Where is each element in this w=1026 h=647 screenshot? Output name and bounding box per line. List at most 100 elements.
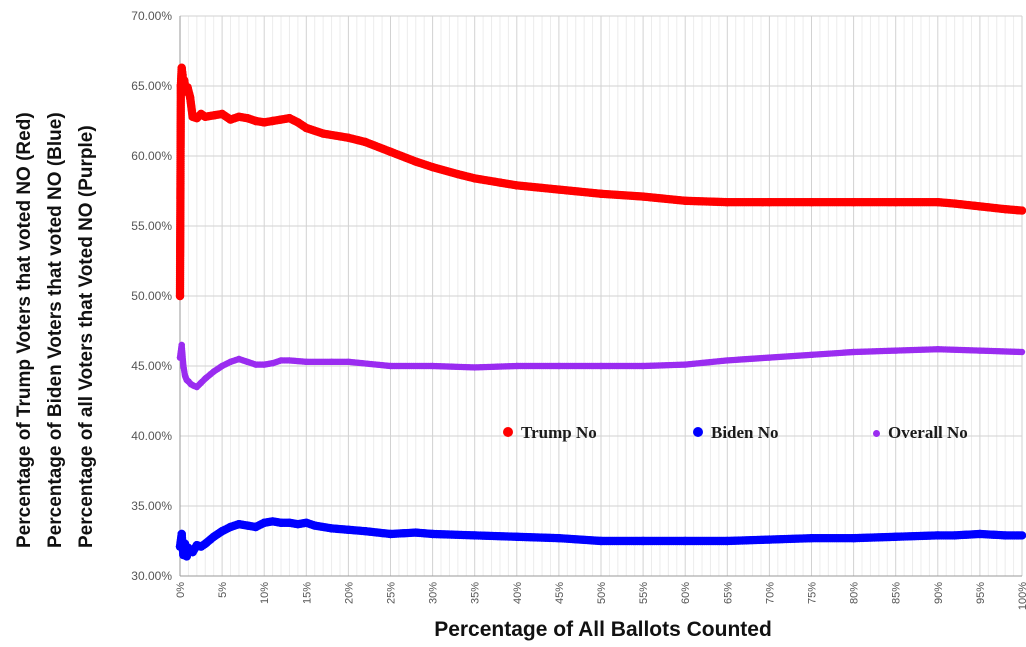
data-point-overall-no: [639, 362, 647, 370]
legend-dot-overall: [873, 430, 880, 437]
data-point-overall-no: [193, 383, 201, 391]
data-point-trump-no: [681, 196, 690, 205]
data-point-biden-no: [411, 528, 420, 537]
data-point-trump-no: [177, 63, 186, 72]
data-point-biden-no: [765, 535, 774, 544]
data-point-trump-no: [344, 133, 353, 142]
data-point-biden-no: [361, 527, 370, 536]
data-point-trump-no: [765, 198, 774, 207]
data-point-biden-no: [276, 518, 286, 527]
x-tick-label: 20%: [343, 582, 355, 604]
legend-item-biden: Biden No: [693, 423, 779, 443]
data-point-overall-no: [176, 354, 184, 361]
x-tick-label: 80%: [849, 582, 861, 604]
data-point-biden-no: [251, 522, 260, 532]
data-point-trump-no: [470, 174, 479, 183]
data-point-biden-no: [596, 536, 606, 546]
data-point-biden-no: [226, 522, 235, 532]
data-point-biden-no: [268, 517, 277, 526]
x-tick-label: 90%: [933, 582, 945, 604]
data-point-overall-no: [286, 357, 293, 364]
data-point-trump-no: [933, 198, 942, 207]
data-point-biden-no: [891, 532, 900, 541]
data-point-trump-no: [318, 129, 328, 138]
data-point-biden-no: [177, 529, 186, 539]
y-tick-label: 50.00%: [131, 289, 172, 303]
data-point-biden-no: [182, 552, 191, 561]
x-tick-label: 15%: [301, 582, 313, 604]
data-point-overall-no: [303, 358, 310, 365]
data-point-trump-no: [849, 198, 858, 207]
data-point-overall-no: [682, 361, 689, 368]
legend-item-trump: Trump No: [503, 423, 597, 443]
x-tick-label: 85%: [891, 582, 903, 604]
data-point-overall-no: [252, 361, 259, 368]
data-point-overall-no: [513, 362, 520, 370]
x-tick-label: 25%: [386, 582, 398, 604]
data-point-trump-no: [268, 116, 277, 126]
series-overall-no: [176, 341, 1026, 391]
data-point-biden-no: [950, 531, 959, 540]
data-point-trump-no: [183, 83, 192, 92]
data-point-biden-no: [234, 520, 244, 529]
data-point-overall-no: [178, 341, 185, 349]
data-point-trump-no: [217, 109, 227, 119]
tick-labels: 30.00% 35.00% 40.00% 45.00% 50.00% 55.00% 60.0…: [131, 9, 1026, 610]
data-point-trump-no: [302, 123, 311, 133]
data-point-biden-no: [293, 520, 303, 529]
x-tick-label: 30%: [428, 582, 440, 604]
x-tick-label: 65%: [722, 582, 734, 604]
y-tick-label: 40.00%: [131, 429, 172, 443]
data-point-trump-no: [260, 118, 269, 127]
y-tick-label: 60.00%: [131, 149, 172, 163]
x-tick-label: 35%: [470, 582, 482, 604]
data-point-overall-no: [235, 355, 243, 363]
data-point-overall-no: [261, 361, 268, 368]
data-point-biden-no: [933, 531, 942, 540]
data-point-overall-no: [244, 358, 251, 365]
data-point-biden-no: [1017, 531, 1026, 540]
x-tick-label: 55%: [638, 582, 650, 604]
x-tick-label: 60%: [680, 582, 692, 604]
data-point-overall-no: [429, 362, 436, 370]
data-point-trump-no: [638, 192, 648, 201]
legend-item-overall: Overall No: [873, 423, 968, 443]
data-point-biden-no: [470, 531, 479, 540]
data-point-overall-no: [197, 379, 205, 386]
data-point-trump-no: [807, 198, 816, 207]
legend-label-trump: Trump No: [521, 423, 597, 442]
data-point-overall-no: [597, 362, 605, 370]
data-point-overall-no: [328, 358, 335, 365]
y-axis-label-overall: Percentage of all Voters that Voted NO (…: [76, 125, 97, 548]
data-point-biden-no: [1000, 531, 1010, 540]
data-point-overall-no: [934, 346, 941, 353]
x-tick-label: 70%: [764, 582, 776, 604]
data-point-overall-no: [218, 362, 226, 370]
data-point-trump-no: [554, 185, 564, 194]
data-point-trump-no: [226, 115, 235, 124]
data-point-biden-no: [209, 532, 218, 541]
series-biden-no: [175, 517, 1026, 561]
y-tick-label: 70.00%: [131, 9, 172, 23]
data-point-biden-no: [386, 529, 395, 539]
data-point-trump-no: [975, 202, 985, 211]
data-point-overall-no: [277, 357, 285, 364]
y-tick-label: 30.00%: [131, 569, 172, 583]
data-point-overall-no: [387, 362, 394, 370]
x-tick-label: 0%: [175, 582, 187, 598]
data-point-biden-no: [310, 521, 319, 530]
data-point-biden-no: [723, 536, 732, 546]
data-series: [175, 63, 1026, 561]
data-point-biden-no: [554, 534, 564, 543]
y-axis-label-biden: Percentage of Biden Voters that voted NO…: [45, 112, 66, 548]
data-point-trump-no: [234, 112, 244, 122]
data-point-biden-no: [807, 534, 816, 543]
data-point-biden-no: [285, 518, 294, 527]
data-point-biden-no: [638, 536, 648, 546]
x-tick-label: 95%: [975, 582, 987, 604]
legend-dot-trump: [503, 427, 513, 437]
data-point-overall-no: [269, 360, 276, 367]
y-axis-label-trump: Percentage of Trump Voters that voted NO…: [14, 112, 35, 548]
data-point-biden-no: [260, 518, 269, 527]
